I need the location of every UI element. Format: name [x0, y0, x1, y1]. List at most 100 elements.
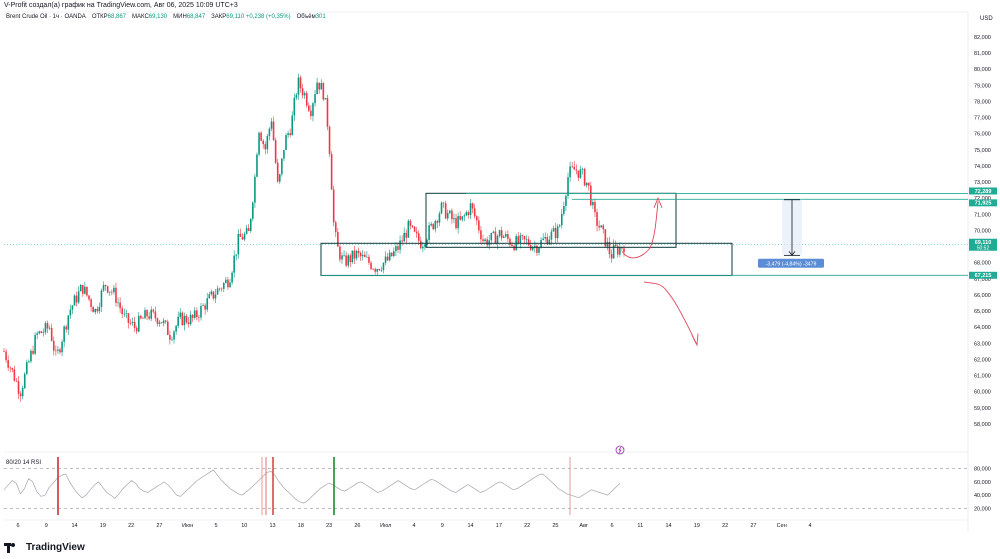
candle-body: [353, 250, 356, 259]
candle-body: [243, 233, 246, 240]
candle-body: [249, 218, 252, 232]
candle-body: [241, 236, 244, 240]
candle-body: [21, 388, 24, 397]
candle-body: [293, 97, 296, 116]
candle-body: [281, 158, 283, 175]
price-label-bg: [969, 187, 997, 195]
candle-body: [606, 241, 609, 247]
x-tick-label: 14: [468, 523, 474, 529]
candle-body: [17, 381, 20, 394]
candle-body: [256, 154, 258, 177]
candle-body: [407, 220, 410, 238]
candle-body: [386, 256, 389, 261]
candle-body: [614, 244, 617, 247]
candle-body: [567, 177, 569, 196]
candle-body: [623, 248, 625, 252]
symbol-name[interactable]: Brent Crude Oil · 1ч · OANDA: [6, 14, 86, 20]
candle-body: [409, 220, 412, 226]
candle-body: [560, 213, 563, 226]
candle-body: [32, 350, 34, 354]
candle-body: [233, 255, 235, 273]
candle-body: [521, 235, 524, 237]
candle-body: [513, 246, 515, 251]
tradingview-logo: TradingView: [4, 542, 85, 553]
candle-body: [146, 310, 148, 317]
candle-body: [426, 240, 428, 246]
candle-body: [583, 168, 586, 186]
candle-body: [167, 321, 169, 335]
candle-body: [438, 213, 441, 223]
candle-body: [490, 232, 493, 241]
candle-body: [187, 322, 190, 325]
brand-name: TradingView: [26, 542, 85, 553]
price-label-bg: [969, 271, 997, 279]
candle-body: [301, 88, 304, 96]
candle-body: [422, 246, 424, 249]
candle-body: [531, 247, 534, 250]
candle-body: [5, 351, 7, 361]
candle-body: [90, 299, 92, 307]
rsi-indicator-label[interactable]: 80/20 14 RSI: [6, 460, 42, 466]
candle-body: [229, 282, 231, 288]
candle-body: [220, 288, 223, 290]
price-chart[interactable]: USD 82,000 81,000 80,000 79,000 78,000 77,000 7…: [0, 0, 1000, 540]
candle-body: [482, 239, 484, 242]
candle-body: [156, 318, 159, 324]
y-tick-label: 66,000: [974, 293, 991, 299]
candle-body: [142, 318, 144, 319]
candle-body: [430, 223, 432, 226]
bullish-arrowhead-icon: [653, 196, 663, 208]
y-tick-label: 62,000: [974, 357, 991, 363]
candle-body: [395, 246, 397, 252]
candle-body: [616, 246, 619, 255]
x-tick-label: 22: [524, 523, 530, 529]
candle-body: [461, 216, 464, 220]
candle-body: [480, 230, 482, 240]
candle-body: [38, 331, 41, 334]
candle-body: [449, 210, 451, 214]
candle-body: [84, 286, 86, 294]
candle-body: [193, 310, 196, 318]
candle-body: [225, 279, 227, 284]
measure-label: -3,479 (-4,84%) -3479: [766, 261, 817, 267]
volume: Объём301: [296, 14, 326, 20]
x-tick-label: Сен: [777, 523, 787, 529]
candle-body: [291, 115, 294, 136]
candle-body: [171, 339, 173, 341]
candle-body: [9, 367, 12, 369]
candle-body: [71, 305, 74, 310]
candle-body: [235, 254, 238, 256]
lower-range-box: [320, 242, 733, 277]
symbol-legend: Brent Crude Oil · 1ч · OANDA ОТКР68,867 …: [6, 14, 326, 20]
candle-body: [558, 225, 561, 227]
candle-body: [162, 320, 165, 324]
candle-body: [111, 291, 113, 293]
candle-body: [295, 94, 298, 98]
x-tick-label: 22: [722, 523, 728, 529]
y-tick-label: 74,000: [974, 164, 991, 170]
candle-body: [65, 326, 68, 330]
candle-body: [366, 256, 368, 258]
candle-body: [608, 241, 611, 255]
candle-body: [390, 252, 393, 257]
candle-body: [544, 236, 547, 239]
candle-body: [401, 240, 403, 242]
candle-body: [189, 314, 192, 325]
x-tick-label: 17: [496, 523, 502, 529]
candle-body: [216, 288, 219, 295]
y-tick-label: 59,000: [974, 406, 991, 412]
candle-body: [158, 322, 161, 324]
x-tick-label: Июл: [380, 523, 391, 529]
x-tick-label: 27: [750, 523, 756, 529]
candle-body: [500, 230, 503, 238]
candle-body: [148, 316, 150, 319]
candle-body: [160, 322, 163, 324]
price-label: 71,925: [975, 201, 992, 207]
close-price: ЗАКР69,110 +0,238 (+0,35%): [211, 14, 291, 20]
candle-body: [494, 231, 497, 245]
candle-body: [388, 252, 391, 261]
candle-body: [419, 240, 422, 249]
candle-body: [349, 255, 352, 262]
candle-body: [69, 309, 72, 316]
candle-body: [542, 238, 544, 240]
